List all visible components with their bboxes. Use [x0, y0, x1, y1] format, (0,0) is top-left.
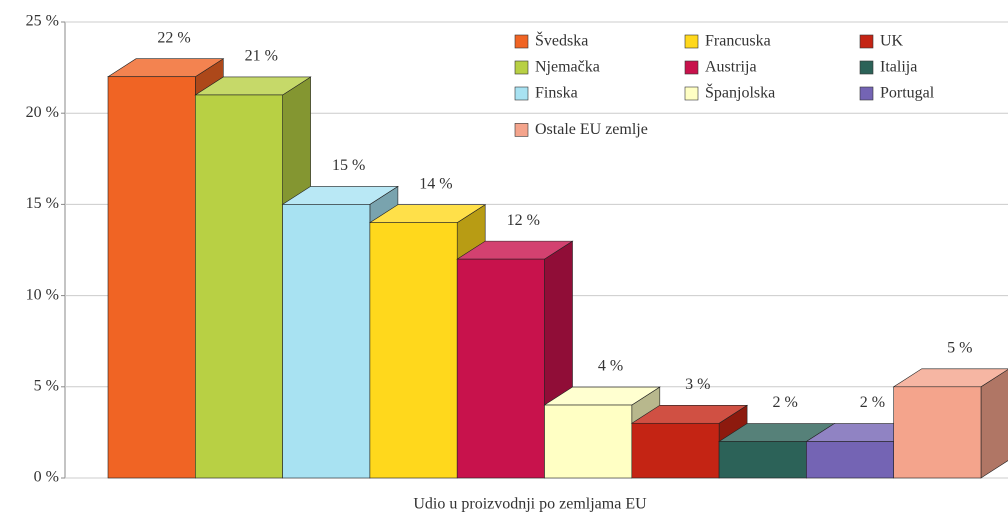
bar-side — [980, 369, 1008, 479]
legend-label: Finska — [535, 85, 578, 102]
legend-swatch — [514, 123, 529, 137]
legend-label: Njemačka — [535, 59, 600, 76]
legend-swatch — [859, 86, 874, 101]
bar — [718, 441, 807, 479]
legend-label: UK — [880, 33, 904, 50]
legend-swatch — [514, 60, 529, 75]
y-tick-label: 5 % — [34, 377, 59, 394]
legend-label: Austrija — [705, 59, 757, 76]
legend-label: Ostale EU zemlje — [535, 121, 648, 138]
data-label: 5 % — [947, 339, 972, 356]
data-label: 3 % — [685, 376, 710, 393]
bar — [369, 222, 458, 479]
data-label: 21 % — [245, 48, 278, 65]
bar — [282, 204, 371, 479]
legend-swatch — [514, 86, 529, 101]
y-tick-label: 15 % — [26, 195, 59, 212]
y-tick-label: 25 % — [26, 13, 59, 30]
legend-label: Španjolska — [705, 83, 775, 102]
bar — [195, 94, 283, 479]
data-label: 14 % — [419, 175, 452, 192]
data-label: 22 % — [157, 29, 190, 46]
legend-label: Švedska — [535, 31, 588, 50]
x-axis-label: Udio u proizvodnji po zemljama EU — [413, 496, 647, 513]
data-label: 2 % — [860, 394, 885, 411]
y-tick-label: 0 % — [34, 469, 59, 486]
bar — [107, 76, 196, 479]
legend-label: Italija — [880, 59, 917, 76]
bar — [456, 258, 545, 479]
bar — [893, 386, 982, 479]
bar — [544, 404, 633, 479]
data-label: 15 % — [332, 157, 365, 174]
legend-label: Francuska — [705, 33, 771, 50]
legend-swatch — [684, 86, 699, 101]
legend-swatch — [514, 34, 529, 49]
y-tick-label: 20 % — [26, 104, 59, 121]
legend-swatch — [684, 34, 699, 49]
data-label: 2 % — [772, 394, 797, 411]
legend-swatch — [684, 60, 699, 75]
data-label: 12 % — [507, 212, 540, 229]
data-label: 4 % — [598, 358, 623, 375]
y-tick-label: 10 % — [26, 286, 59, 303]
legend-swatch — [859, 34, 874, 49]
bar — [631, 422, 720, 479]
legend-swatch — [859, 60, 874, 75]
legend-label: Portugal — [880, 85, 935, 102]
bar — [806, 441, 895, 479]
